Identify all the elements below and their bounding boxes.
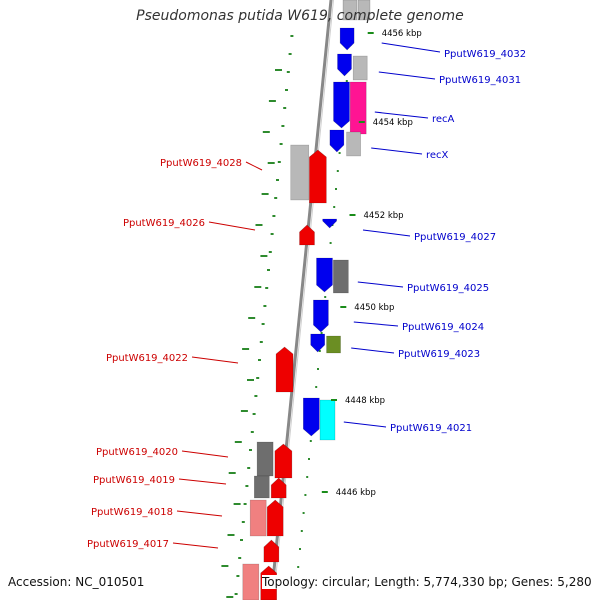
accession-text: Accession: NC_010501	[8, 575, 145, 589]
scale-label: 4446 kbp	[336, 488, 376, 498]
feature-grey	[352, 55, 368, 81]
gene-label-forward: PputW619_4021	[390, 423, 472, 434]
feature-PputW619_4027	[322, 218, 337, 229]
leader-line	[381, 42, 441, 53]
gene-label-forward: recX	[426, 150, 449, 161]
feature-PputW619_4028	[309, 149, 327, 204]
scale-label: 4454 kbp	[373, 118, 413, 128]
leader-line	[343, 421, 387, 428]
scale-label: 4448 kbp	[345, 396, 385, 406]
topology-text: Topology: circular; Length: 5,774,330 bp…	[262, 575, 592, 589]
leader-line	[172, 542, 219, 549]
gene-label-forward: recA	[432, 114, 455, 125]
feature-PputW619_4021	[302, 397, 320, 437]
feature-PputW619_4019	[270, 477, 287, 499]
gene-label-reverse: PputW619_4020	[96, 447, 178, 458]
gene-label-forward: PputW619_4025	[407, 283, 489, 294]
feature-recA	[333, 81, 350, 129]
feature-PputW619_4020	[274, 443, 293, 479]
gene-label-track: PputW619_4032 PputW619_4031 recA recX PputW6…	[87, 42, 526, 550]
feature-blue-arrow	[339, 27, 355, 51]
leader-line	[176, 510, 223, 517]
feature-grey	[342, 0, 358, 21]
leader-line	[353, 321, 399, 327]
leader-line	[357, 281, 404, 288]
scale-track: 4456 kbp 4454 kbp 4452 kbp 4450 kbp 4448 kbp…	[321, 29, 422, 498]
gene-label-reverse: PputW619_4019	[93, 475, 175, 486]
feature-dark	[333, 259, 349, 294]
feature-dark	[256, 441, 274, 477]
gene-label-reverse: PputW619_4017	[87, 539, 169, 550]
feature-grey	[357, 0, 371, 21]
feature-salmon	[242, 563, 260, 600]
feature-PputW619_4022	[275, 346, 294, 393]
gene-label-reverse: PputW619_4028	[160, 158, 242, 169]
gene-label-reverse: PputW619_4026	[123, 218, 205, 229]
feature-PputW619_4017	[263, 539, 280, 563]
gene-label-forward: PputW619_4027	[414, 232, 496, 243]
feature-recX	[329, 129, 345, 153]
gene-label-forward: PputW619_4031	[439, 75, 521, 86]
feature-grey	[290, 144, 310, 201]
leader-line	[351, 347, 395, 354]
leader-line	[178, 478, 227, 485]
leader-line	[181, 450, 229, 458]
scale-label: 4452 kbp	[364, 211, 404, 221]
leader-line	[208, 221, 256, 231]
page-title: Pseudomonas putida W619, complete genome	[136, 8, 464, 24]
gene-label-reverse: PputW619_4018	[91, 507, 173, 518]
gc-content-track	[221, 35, 352, 598]
feature-PputW619_4025	[316, 257, 333, 293]
leader-line	[371, 147, 423, 155]
gene-label-forward: PputW619_4032	[444, 49, 526, 60]
feature-PputW619_4023	[310, 333, 326, 353]
feature-PputW619_4024	[313, 299, 329, 333]
feature-salmon	[249, 499, 267, 537]
feature-blue-arrow	[337, 53, 352, 77]
leader-line	[362, 229, 411, 237]
gene-label-reverse: PputW619_4022	[106, 353, 188, 364]
feature-PputW619_4018	[266, 499, 284, 537]
leader-line	[191, 356, 239, 364]
feature-pink	[349, 81, 367, 135]
feature-track	[242, 0, 371, 600]
backbone-highlight	[272, 0, 335, 600]
scale-label: 4456 kbp	[382, 29, 422, 39]
feature-grey	[346, 131, 361, 157]
feature-dark	[254, 475, 270, 499]
leader-line	[378, 71, 436, 80]
feature-cyan	[319, 399, 336, 441]
leader-line	[245, 161, 263, 171]
scale-label: 4450 kbp	[354, 303, 394, 313]
gene-label-forward: PputW619_4023	[398, 349, 480, 360]
feature-olive	[326, 335, 341, 354]
gene-label-forward: PputW619_4024	[402, 322, 484, 333]
leader-line	[374, 111, 429, 119]
feature-PputW619_4026	[299, 224, 315, 246]
